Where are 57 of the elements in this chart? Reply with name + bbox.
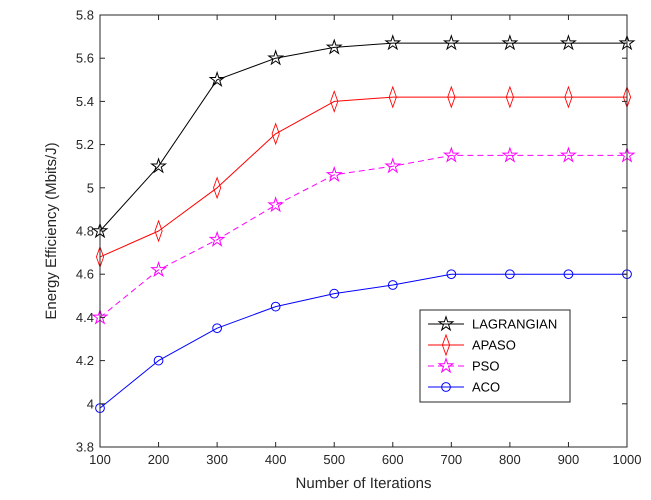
point	[151, 158, 166, 173]
point	[620, 148, 634, 162]
x-tick-label: 200	[148, 452, 170, 467]
y-tick-label: 5.2	[76, 137, 94, 152]
y-tick-label: 5.8	[76, 8, 94, 22]
point	[154, 356, 164, 366]
point	[446, 269, 456, 280]
y-tick-label: 4.6	[76, 266, 94, 282]
point	[444, 148, 459, 162]
point	[385, 35, 400, 50]
point	[268, 50, 284, 65]
x-axis-title: Number of Iterations	[296, 475, 432, 492]
legend-label: PSO	[472, 358, 500, 374]
y-tick-label: 5	[86, 180, 94, 196]
point	[388, 280, 398, 290]
point	[212, 323, 222, 334]
y-tick-label: 5.6	[76, 50, 94, 66]
point	[502, 148, 518, 162]
x-tick-label: 100	[89, 452, 111, 467]
point	[560, 35, 576, 50]
point	[210, 232, 225, 246]
legend-label: APASO	[472, 338, 516, 352]
point	[92, 223, 108, 238]
x-tick-label: 600	[382, 452, 404, 467]
x-tick-label: 400	[264, 452, 287, 467]
legend-label: ACO	[472, 380, 500, 394]
point	[329, 288, 340, 298]
point	[151, 262, 166, 276]
point	[505, 269, 515, 280]
y-tick-label: 4.8	[76, 224, 94, 238]
y-tick-label: 4.4	[76, 310, 94, 325]
x-tick-label: 700	[440, 452, 462, 467]
x-tick-label: 300	[206, 452, 228, 467]
point	[560, 148, 576, 162]
x-tick-label: 800	[499, 452, 521, 467]
point	[622, 269, 632, 280]
point	[444, 35, 459, 50]
point	[268, 197, 284, 212]
point	[326, 40, 342, 54]
point	[385, 158, 400, 173]
point	[92, 310, 108, 324]
point	[620, 35, 634, 50]
point	[564, 269, 574, 280]
point	[326, 167, 342, 182]
y-tick-label: 4.2	[76, 353, 94, 368]
y-tick-label: 4	[86, 396, 94, 412]
y-tick-label: 5.4	[76, 94, 94, 109]
legend-label: LAGRANGIAN	[472, 316, 558, 332]
point	[270, 302, 281, 312]
x-tick-label: 900	[558, 452, 580, 467]
point	[210, 72, 225, 86]
x-tick-label: 500	[323, 452, 346, 467]
y-axis-title: Energy Efficiency (Mbits/J)	[43, 142, 60, 320]
x-tick-label: 1000	[612, 452, 642, 467]
point	[502, 35, 518, 50]
point	[95, 403, 105, 413]
y-tick-label: 3.8	[76, 440, 94, 454]
